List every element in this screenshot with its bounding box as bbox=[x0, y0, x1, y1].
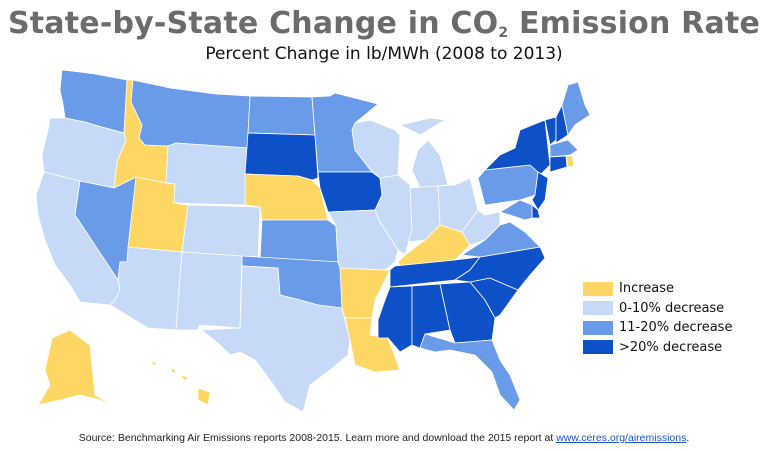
state-FL[interactable] bbox=[419, 333, 521, 411]
state-NY[interactable] bbox=[484, 119, 551, 176]
legend-swatch bbox=[583, 301, 613, 316]
state-AK[interactable] bbox=[37, 329, 126, 413]
map-legend: Increase 0-10% decrease 11-20% decrease … bbox=[583, 279, 732, 357]
state-WY[interactable] bbox=[165, 142, 249, 206]
legend-item-high: >20% decrease bbox=[583, 338, 732, 358]
legend-item-increase: Increase bbox=[583, 279, 732, 299]
state-NC[interactable] bbox=[454, 246, 546, 291]
legend-label: 0-10% decrease bbox=[619, 300, 725, 316]
state-MD[interactable] bbox=[499, 199, 533, 221]
legend-label: >20% decrease bbox=[619, 339, 723, 355]
source-link[interactable]: www.ceres.org/airemissions bbox=[556, 432, 687, 444]
legend-item-low: 0-10% decrease bbox=[583, 299, 732, 319]
state-ME[interactable] bbox=[561, 81, 591, 136]
title-subscript: 2 bbox=[498, 25, 509, 41]
state-PA[interactable] bbox=[477, 164, 539, 206]
title-text: State-by-State Change in CO bbox=[7, 6, 499, 41]
state-IA[interactable] bbox=[317, 171, 383, 213]
state-KS[interactable] bbox=[259, 219, 339, 263]
state-ND[interactable] bbox=[247, 95, 316, 136]
title-text-end: Emission Rate bbox=[508, 6, 761, 41]
state-IL[interactable] bbox=[374, 174, 413, 256]
state-RI[interactable] bbox=[565, 155, 575, 168]
state-MT[interactable] bbox=[130, 79, 251, 149]
source-text: Source: Benchmarking Air Emissions repor… bbox=[78, 432, 557, 444]
state-MI[interactable] bbox=[399, 117, 449, 189]
legend-label: Increase bbox=[619, 281, 675, 297]
state-SD[interactable] bbox=[244, 132, 319, 181]
legend-swatch bbox=[583, 320, 613, 335]
state-CO[interactable] bbox=[181, 204, 261, 259]
map-subtitle: Percent Change in lb/MWh (2008 to 2013) bbox=[205, 44, 563, 64]
state-NM[interactable] bbox=[175, 251, 243, 331]
state-WV[interactable] bbox=[461, 209, 501, 246]
state-CT[interactable] bbox=[549, 155, 568, 173]
legend-swatch bbox=[583, 281, 613, 296]
map-title: State-by-State Change in CO2 Emission Ra… bbox=[0, 6, 768, 41]
source-note: Source: Benchmarking Air Emissions repor… bbox=[0, 432, 768, 444]
source-end: . bbox=[686, 432, 690, 444]
legend-label: 11-20% decrease bbox=[619, 320, 733, 336]
state-TX[interactable] bbox=[201, 265, 351, 413]
legend-item-mid: 11-20% decrease bbox=[583, 318, 732, 338]
state-HI[interactable] bbox=[149, 361, 211, 406]
state-LA[interactable] bbox=[344, 317, 401, 373]
legend-swatch bbox=[583, 340, 613, 355]
state-AR[interactable] bbox=[339, 267, 391, 319]
state-MA[interactable] bbox=[549, 139, 579, 158]
